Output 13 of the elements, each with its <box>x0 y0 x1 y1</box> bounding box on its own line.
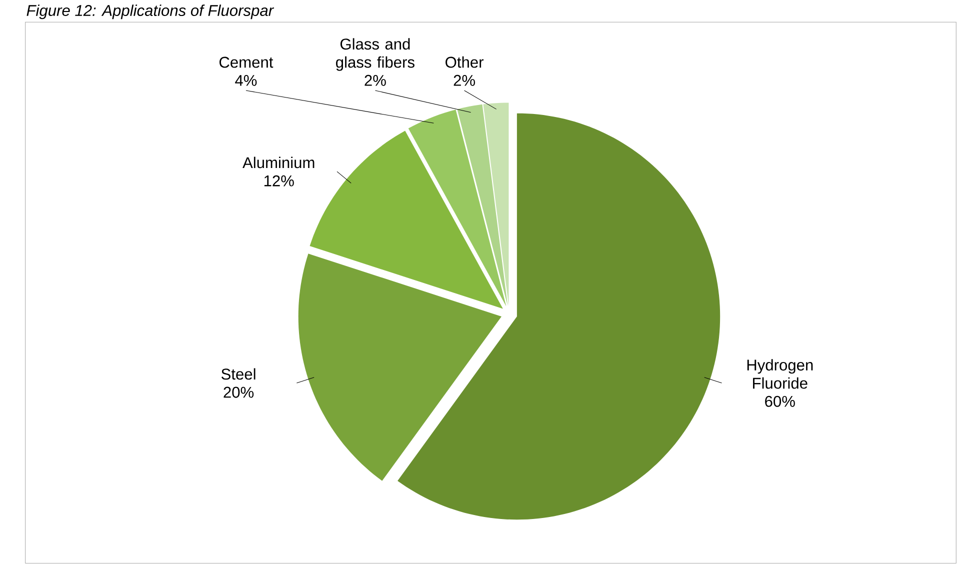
data-label: 2% <box>364 74 386 86</box>
data-label: 20% <box>224 386 254 398</box>
slice-label: Steel <box>221 368 256 380</box>
slice-label: Hydrogen Fluoride <box>747 359 813 389</box>
data-label: 12% <box>264 175 294 186</box>
data-label: 2% <box>454 74 475 86</box>
slice-label: Glass and glass fibers <box>336 38 414 71</box>
data-label: 4% <box>235 74 257 86</box>
chart-title: Figure 12: Applications of Fluorspar <box>26 4 274 20</box>
data-label: 60% <box>765 396 795 407</box>
slice-label: Other <box>446 56 484 68</box>
slice-label: Aluminium <box>242 156 314 168</box>
slice-label: Cement <box>219 56 274 68</box>
